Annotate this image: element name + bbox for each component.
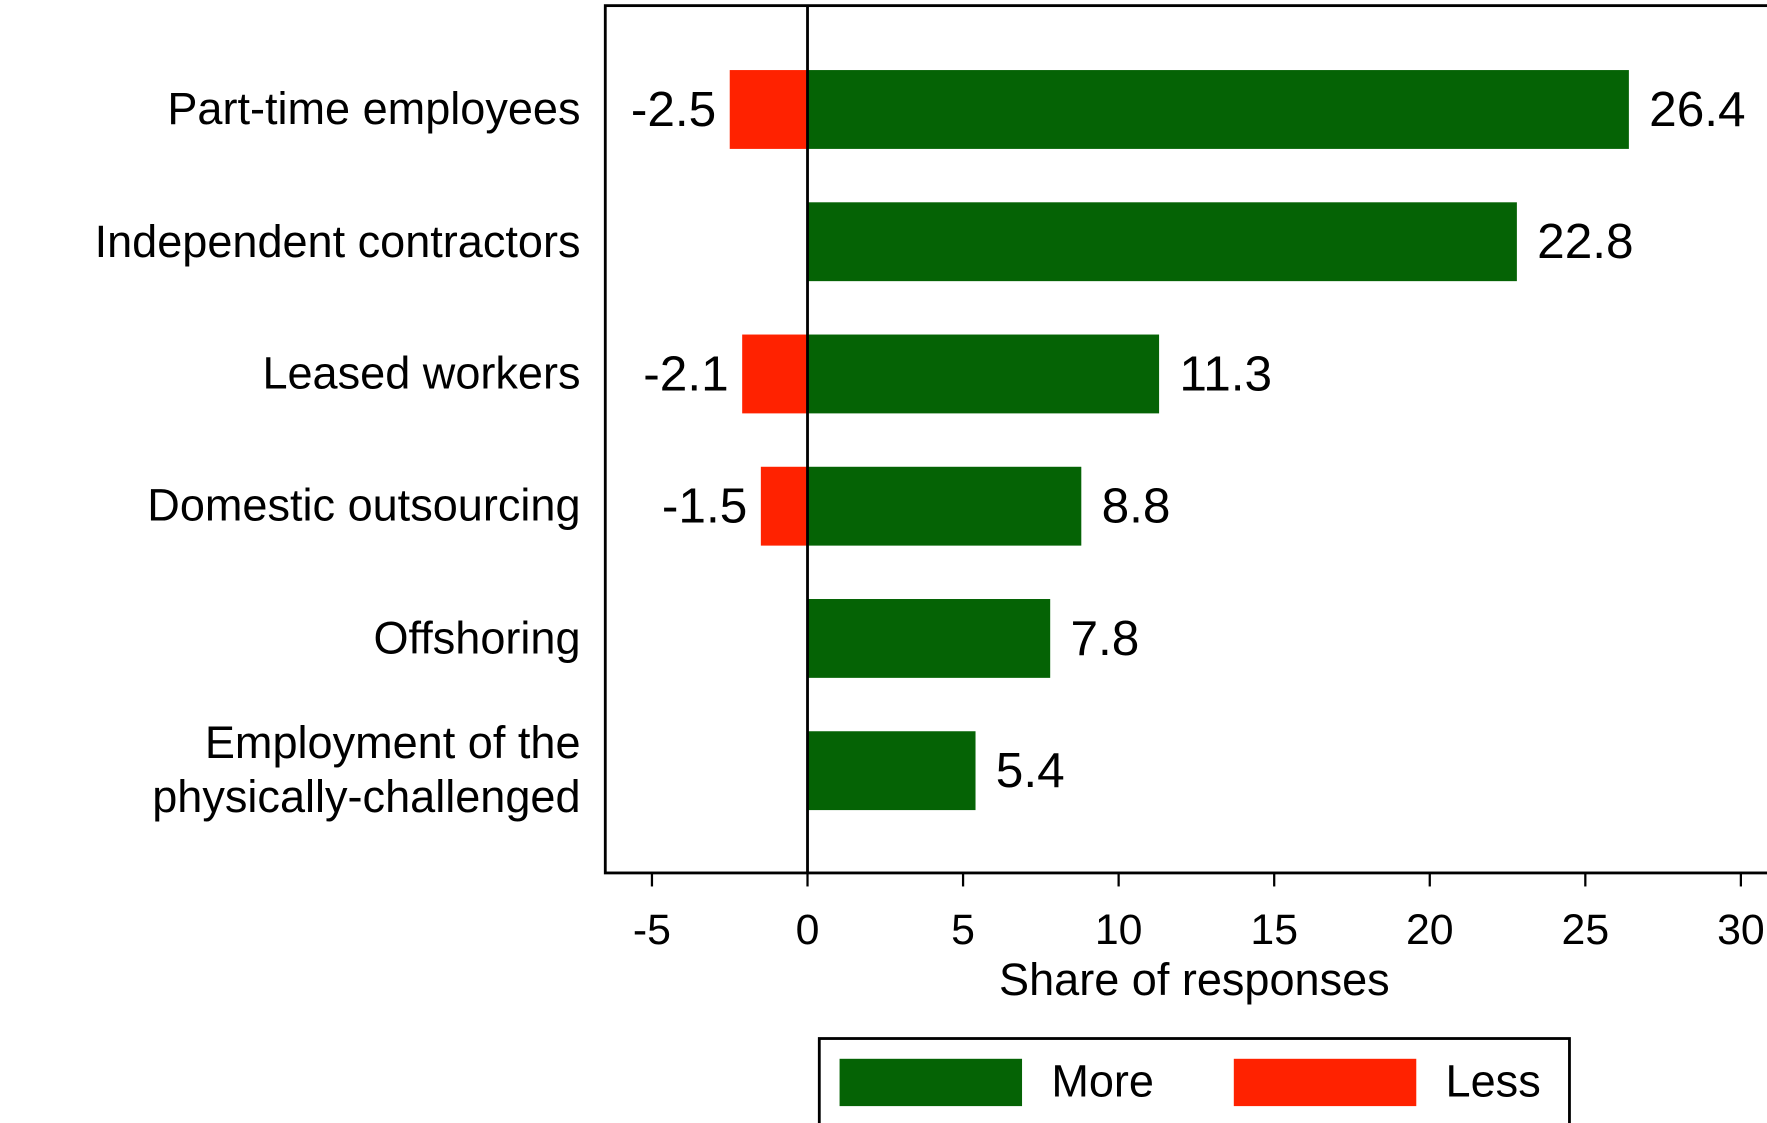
legend-label: Less	[1446, 1056, 1541, 1107]
value-label: 8.8	[1102, 478, 1171, 534]
value-label: 22.8	[1537, 213, 1633, 269]
value-label: 26.4	[1649, 81, 1745, 137]
bar	[807, 731, 976, 811]
y-tick-label: Part-time employees	[167, 84, 581, 135]
y-tick-label: Offshoring	[373, 613, 581, 664]
x-tick-label: 0	[796, 906, 820, 954]
x-tick-label: -5	[633, 906, 671, 954]
bar	[807, 466, 1082, 546]
bar	[742, 334, 808, 414]
y-tick-label-box: Independent contractors	[94, 216, 581, 267]
bar	[807, 334, 1160, 414]
y-tick-label-box: Offshoring	[373, 613, 581, 664]
x-tick-label: 25	[1562, 906, 1610, 954]
value-label: 5.4	[996, 742, 1065, 798]
x-tick-label: 10	[1095, 906, 1143, 954]
bar	[807, 70, 1629, 149]
x-tick-label: 5	[951, 906, 975, 954]
x-axis-title: Share of responses	[999, 954, 1390, 1005]
bar	[729, 70, 808, 149]
x-tick-label: 20	[1406, 906, 1454, 954]
bar	[807, 202, 1517, 282]
value-label: 7.8	[1070, 610, 1139, 666]
value-label: -1.5	[662, 478, 747, 534]
y-tick-label: Domestic outsourcing	[147, 481, 581, 531]
y-tick-label: Leased workers	[262, 349, 581, 399]
legend-swatch	[1233, 1058, 1417, 1107]
value-label: -2.5	[631, 81, 716, 137]
plot-frame	[603, 4, 1767, 875]
y-tick-label: Independent contractors	[94, 216, 581, 267]
x-tick-label: 15	[1250, 906, 1298, 954]
y-tick-label: Employment of the physically-challenged	[152, 718, 581, 823]
bar	[807, 599, 1051, 678]
legend-label: More	[1051, 1056, 1154, 1107]
y-tick-label-box: Employment of the physically-challenged	[152, 718, 581, 823]
bar	[760, 466, 808, 546]
y-tick-label-box: Domestic outsourcing	[147, 481, 581, 531]
legend-swatch	[839, 1058, 1023, 1107]
value-label: -2.1	[643, 345, 728, 401]
value-label: 11.3	[1179, 345, 1272, 401]
x-tick-label: 30	[1717, 906, 1765, 954]
y-tick-label-box: Leased workers	[262, 349, 581, 399]
y-tick-label-box: Part-time employees	[167, 84, 581, 135]
